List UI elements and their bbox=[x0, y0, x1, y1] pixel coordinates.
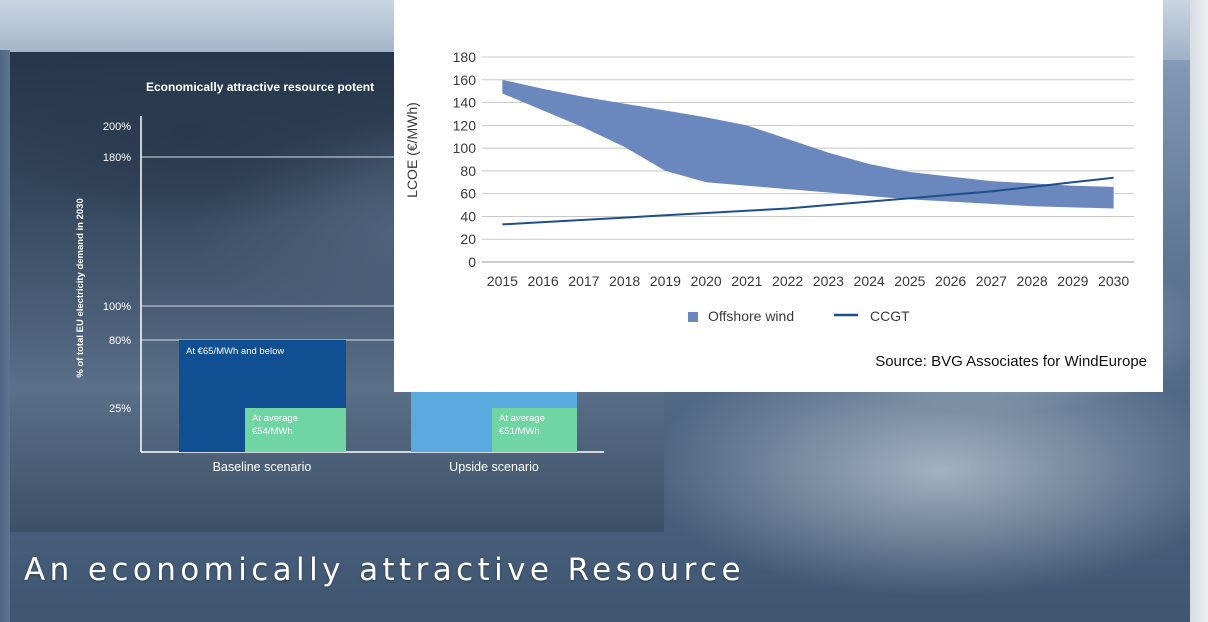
x-tick-label: 2028 bbox=[1017, 273, 1048, 289]
x-tick-label: 2027 bbox=[976, 273, 1007, 289]
left-edge-strip bbox=[0, 50, 10, 622]
resource-y-tick-label: 80% bbox=[109, 335, 131, 347]
baseline-average-label-2: €54/MWh bbox=[252, 426, 293, 437]
legend-label-offshore-wind: Offshore wind bbox=[708, 308, 794, 324]
resource-y-tick-label: 100% bbox=[103, 301, 131, 313]
resource-y-tick-label: 200% bbox=[103, 121, 131, 133]
upside-average-bar bbox=[492, 408, 577, 452]
x-tick-label: 2026 bbox=[935, 273, 966, 289]
slide-title: An economically attractive Resource bbox=[24, 552, 745, 588]
y-tick-label: 120 bbox=[453, 117, 477, 133]
x-tick-label: 2016 bbox=[528, 273, 559, 289]
x-tick-label: 2018 bbox=[609, 273, 640, 289]
x-tick-label: 2017 bbox=[568, 273, 599, 289]
resource-y-tick-label: 25% bbox=[109, 403, 131, 415]
x-tick-label: 2024 bbox=[854, 273, 885, 289]
resource-y-tick-label: 180% bbox=[103, 152, 131, 164]
x-tick-label: 2020 bbox=[691, 273, 722, 289]
category-label-baseline: Baseline scenario bbox=[213, 460, 312, 474]
x-tick-label: 2019 bbox=[650, 273, 681, 289]
offshore-wind-band bbox=[502, 79, 1114, 209]
baseline-average-bar bbox=[245, 408, 346, 452]
legend-swatch-offshore-wind bbox=[688, 312, 698, 322]
lcoe-y-axis-label: LCOE (€/MWh) bbox=[404, 102, 420, 198]
x-tick-label: 2023 bbox=[813, 273, 844, 289]
y-tick-label: 0 bbox=[468, 254, 476, 270]
resource-chart-y-label: % of total EU electricity demand in 2030 bbox=[75, 198, 86, 378]
x-tick-label: 2015 bbox=[487, 273, 518, 289]
y-tick-label: 140 bbox=[453, 95, 477, 111]
legend-label-ccgt: CCGT bbox=[870, 308, 910, 324]
y-tick-label: 180 bbox=[453, 49, 477, 65]
resource-chart-title: Economically attractive resource potent bbox=[146, 80, 374, 94]
right-edge-strip bbox=[1190, 0, 1208, 622]
y-tick-label: 60 bbox=[460, 186, 476, 202]
y-tick-label: 20 bbox=[460, 231, 476, 247]
y-tick-label: 160 bbox=[453, 72, 477, 88]
baseline-bar-label: At €65/MWh and below bbox=[186, 346, 284, 357]
upside-average-label-1: At average bbox=[499, 413, 545, 424]
upside-average-label-2: €51/MWh bbox=[499, 426, 540, 437]
ccgt-line bbox=[502, 176, 1114, 226]
x-tick-label: 2025 bbox=[894, 273, 925, 289]
x-tick-label: 2030 bbox=[1098, 273, 1129, 289]
x-tick-label: 2029 bbox=[1057, 273, 1088, 289]
y-tick-label: 40 bbox=[460, 208, 476, 224]
y-tick-label: 100 bbox=[453, 140, 477, 156]
y-tick-label: 80 bbox=[460, 163, 476, 179]
x-tick-label: 2022 bbox=[772, 273, 803, 289]
lcoe-chart-card: 0 20 40 60 80 100 120 140 160 180 2015 2016 2017 201… bbox=[394, 0, 1163, 392]
lcoe-chart: 0 20 40 60 80 100 120 140 160 180 2015 2016 2017 201… bbox=[404, 49, 1147, 370]
baseline-average-label-1: At average bbox=[252, 413, 298, 424]
x-tick-label: 2021 bbox=[731, 273, 762, 289]
chart-source-note: Source: BVG Associates for WindEurope bbox=[875, 353, 1147, 370]
category-label-upside: Upside scenario bbox=[449, 460, 539, 474]
